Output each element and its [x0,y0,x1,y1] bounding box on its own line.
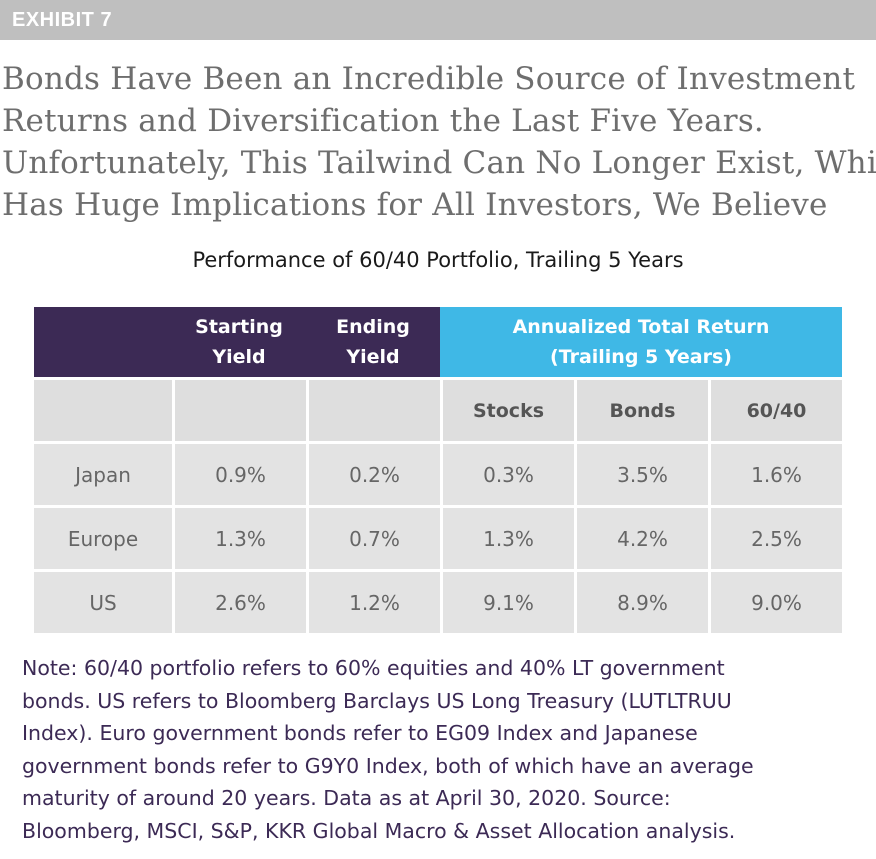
footnote-line: maturity of around 20 years. Data as at … [22,786,671,811]
header-text: (Trailing 5 Years) [550,346,732,368]
headline-line: Bonds Have Been an Incredible Source of … [2,61,856,97]
table-row: Europe 1.3% 0.7% 1.3% 4.2% 2.5% [34,505,842,569]
portfolio-cell: 9.0% [708,569,842,633]
subheader-cell [172,377,306,441]
starting-yield-cell: 1.3% [172,505,306,569]
region-cell: US [34,569,172,633]
subheader-bonds: Bonds [574,377,708,441]
performance-table: Starting Yield Ending Yield Annualized T… [34,307,842,633]
region-cell: Japan [34,441,172,505]
header-empty-cell [34,307,172,377]
stocks-cell: 9.1% [440,569,574,633]
ending-yield-cell: 0.2% [306,441,440,505]
bonds-cell: 8.9% [574,569,708,633]
table-header-row: Starting Yield Ending Yield Annualized T… [34,307,842,377]
table-row: US 2.6% 1.2% 9.1% 8.9% 9.0% [34,569,842,633]
bonds-cell: 3.5% [574,441,708,505]
portfolio-cell: 1.6% [708,441,842,505]
ending-yield-cell: 0.7% [306,505,440,569]
table-subheader-row: Stocks Bonds 60/40 [34,377,842,441]
headline: Bonds Have Been an Incredible Source of … [2,58,876,226]
portfolio-cell: 2.5% [708,505,842,569]
footnote-line: Note: 60/40 portfolio refers to 60% equi… [22,656,725,680]
subheader-60-40: 60/40 [708,377,842,441]
subheader-cell [306,377,440,441]
header-text: Starting [195,316,283,338]
stocks-cell: 0.3% [440,441,574,505]
headline-line: Unfortunately, This Tailwind Can No Long… [2,145,876,181]
header-text: Yield [346,346,400,368]
header-text: Ending [336,316,410,338]
footnote-line: Index). Euro government bonds refer to E… [22,721,698,746]
region-cell: Europe [34,505,172,569]
subheader-cell [34,377,172,441]
table-row: Japan 0.9% 0.2% 0.3% 3.5% 1.6% [34,441,842,505]
header-text: Annualized Total Return [512,316,770,338]
table-subtitle: Performance of 60/40 Portfolio, Trailing… [192,248,684,272]
bonds-cell: 4.2% [574,505,708,569]
footnote-line: Bloomberg, MSCI, S&P, KKR Global Macro &… [22,818,736,843]
footnote-line: government bonds refer to G9Y0 Index, bo… [22,753,754,778]
headline-line: Has Huge Implications for All Investors,… [2,187,828,223]
footnote-line: bonds. US refers to Bloomberg Barclays U… [22,688,732,713]
starting-yield-cell: 2.6% [172,569,306,633]
header-text: Yield [212,346,266,368]
header-ending-yield: Ending Yield [306,307,440,377]
exhibit-label: EXHIBIT 7 [0,0,876,40]
starting-yield-cell: 0.9% [172,441,306,505]
header-starting-yield: Starting Yield [172,307,306,377]
stocks-cell: 1.3% [440,505,574,569]
header-annualized-return: Annualized Total Return (Trailing 5 Year… [440,307,842,377]
ending-yield-cell: 1.2% [306,569,440,633]
footnote: Note: 60/40 portfolio refers to 60% equi… [22,652,862,848]
headline-line: Returns and Diversification the Last Fiv… [2,103,764,139]
subheader-stocks: Stocks [440,377,574,441]
